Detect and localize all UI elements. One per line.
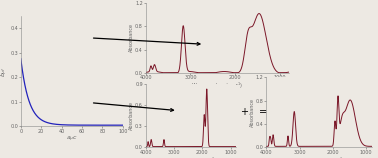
Y-axis label: Absorbance: Absorbance <box>250 98 255 127</box>
X-axis label: $a_\mu c$: $a_\mu c$ <box>66 135 78 144</box>
X-axis label: Wavenumber (cm$^{-1}$): Wavenumber (cm$^{-1}$) <box>191 81 243 91</box>
Text: =: = <box>259 107 267 117</box>
Text: +: + <box>240 107 248 117</box>
Y-axis label: $b_{\mu\!f\!f}$: $b_{\mu\!f\!f}$ <box>0 66 9 77</box>
Y-axis label: Absorbance: Absorbance <box>129 23 134 52</box>
Y-axis label: Absorbance: Absorbance <box>129 101 134 130</box>
X-axis label: Wavenumber (cm$^{-1}$): Wavenumber (cm$^{-1}$) <box>293 155 345 158</box>
X-axis label: Wavenumber (cm$^{-1}$): Wavenumber (cm$^{-1}$) <box>165 155 217 158</box>
